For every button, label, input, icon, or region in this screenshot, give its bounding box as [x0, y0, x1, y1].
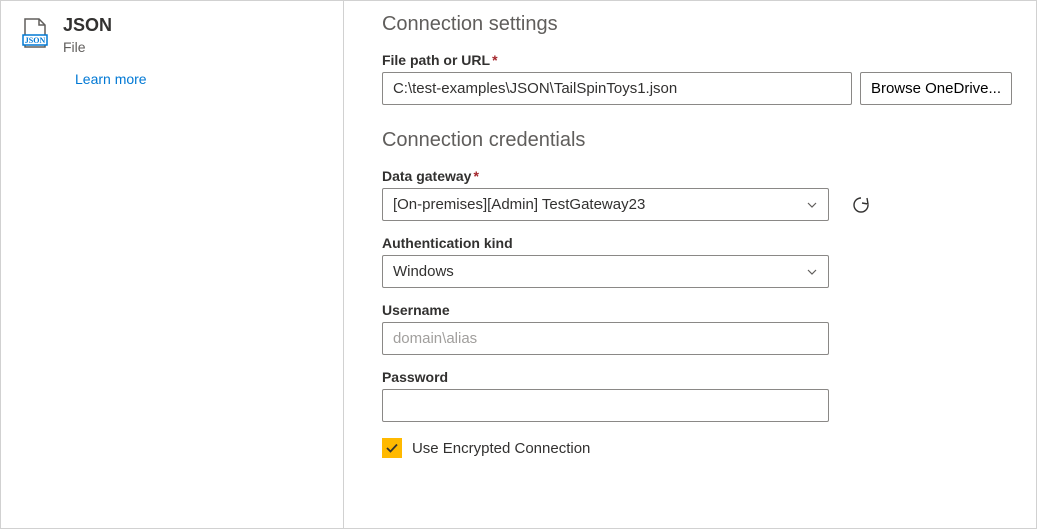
encrypted-connection-label: Use Encrypted Connection [412, 440, 590, 457]
checkmark-icon [385, 441, 399, 455]
file-path-input[interactable] [382, 72, 852, 105]
connection-settings-section: Connection settings File path or URL* Br… [382, 13, 1012, 105]
learn-more-link[interactable]: Learn more [75, 71, 147, 87]
required-indicator: * [492, 52, 497, 68]
auth-kind-label: Authentication kind [382, 235, 1012, 251]
refresh-gateway-button[interactable] [845, 189, 877, 221]
data-gateway-value: [On-premises][Admin] TestGateway23 [393, 196, 645, 213]
connector-header: JSON JSON File [19, 15, 325, 55]
auth-kind-field: Authentication kind Windows [382, 235, 1012, 288]
refresh-icon [851, 195, 871, 215]
auth-kind-value: Windows [393, 263, 454, 280]
settings-main: Connection settings File path or URL* Br… [344, 1, 1036, 528]
chevron-down-icon [806, 266, 818, 278]
connection-credentials-heading: Connection credentials [382, 129, 1012, 152]
auth-kind-select[interactable]: Windows [382, 255, 829, 288]
file-path-label-text: File path or URL [382, 52, 490, 68]
data-gateway-label: Data gateway* [382, 168, 1012, 184]
connector-subtitle: File [63, 39, 112, 55]
username-input[interactable] [382, 322, 829, 355]
data-gateway-label-text: Data gateway [382, 168, 471, 184]
file-path-label: File path or URL* [382, 52, 1012, 68]
file-path-field: File path or URL* Browse OneDrive... [382, 52, 1012, 105]
json-file-icon: JSON [19, 17, 51, 49]
svg-text:JSON: JSON [25, 36, 46, 45]
connector-sidebar: JSON JSON File Learn more [1, 1, 344, 528]
connector-title: JSON [63, 15, 112, 37]
chevron-down-icon [806, 199, 818, 211]
username-field: Username [382, 302, 1012, 355]
browse-onedrive-button[interactable]: Browse OneDrive... [860, 72, 1012, 105]
encrypted-connection-row: Use Encrypted Connection [382, 438, 1012, 458]
password-label: Password [382, 369, 1012, 385]
data-gateway-field: Data gateway* [On-premises][Admin] TestG… [382, 168, 1012, 221]
password-field: Password [382, 369, 1012, 422]
username-label: Username [382, 302, 1012, 318]
connection-settings-heading: Connection settings [382, 13, 1012, 36]
required-indicator: * [473, 168, 478, 184]
connection-credentials-section: Connection credentials Data gateway* [On… [382, 129, 1012, 458]
password-input[interactable] [382, 389, 829, 422]
data-gateway-select[interactable]: [On-premises][Admin] TestGateway23 [382, 188, 829, 221]
encrypted-connection-checkbox[interactable] [382, 438, 402, 458]
